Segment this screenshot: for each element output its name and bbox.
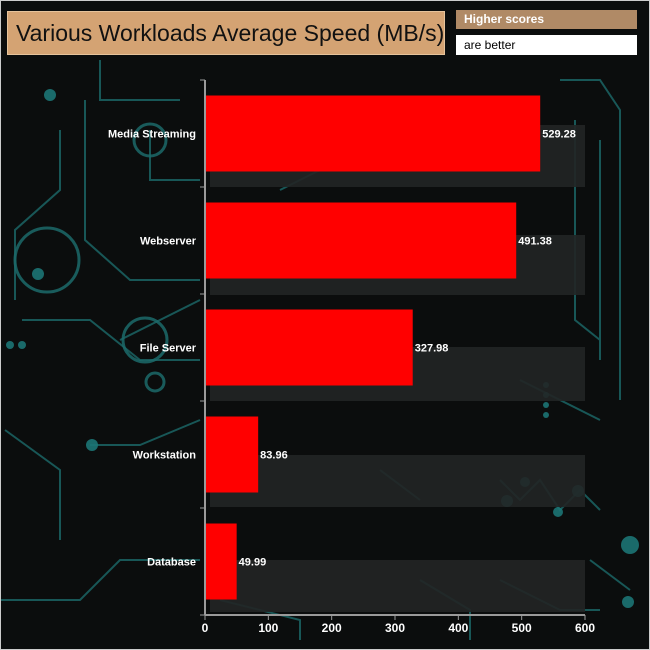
x-tick-label: 100 [258, 621, 278, 635]
category-label: File Server [140, 343, 197, 355]
category-label: Webserver [140, 236, 197, 248]
category-label: Media Streaming [108, 129, 196, 141]
x-tick-label: 500 [512, 621, 532, 635]
data-label: 49.99 [239, 557, 267, 569]
bar-media-streaming [205, 95, 541, 172]
data-label: 529.28 [542, 129, 576, 141]
bar-webserver [205, 202, 517, 279]
bar-database [205, 523, 237, 600]
chart-title: Various Workloads Average Speed (MB/s) [7, 11, 445, 55]
data-label: 83.96 [260, 450, 288, 462]
x-tick-label: 600 [575, 621, 595, 635]
x-tick-label: 200 [322, 621, 342, 635]
category-label: Database [147, 557, 196, 569]
data-label: 491.38 [518, 236, 552, 248]
x-tick-label: 300 [385, 621, 405, 635]
are-better-note: are better [456, 35, 637, 55]
category-label: Workstation [133, 450, 197, 462]
bar-file-server [205, 309, 413, 386]
higher-scores-note: Higher scores [456, 10, 637, 29]
data-label: 327.98 [415, 343, 449, 355]
bar-workstation [205, 416, 259, 493]
x-tick-label: 0 [202, 621, 209, 635]
x-tick-label: 400 [448, 621, 468, 635]
